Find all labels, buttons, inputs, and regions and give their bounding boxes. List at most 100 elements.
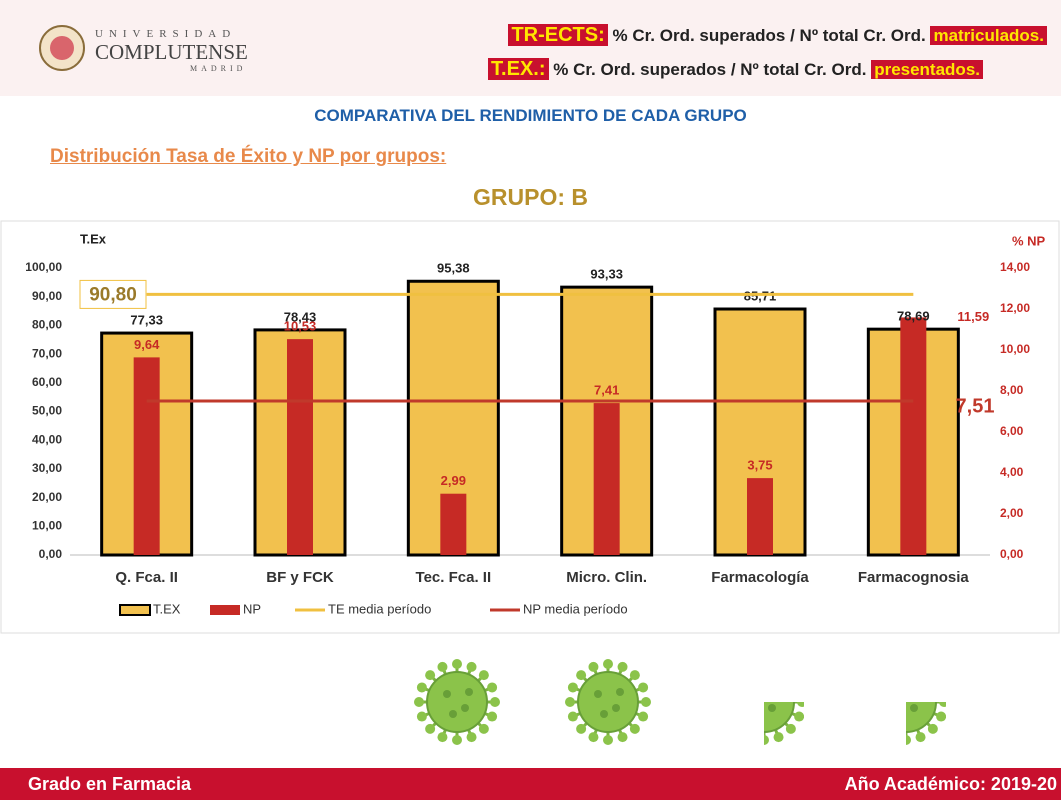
virus-spike-tip <box>874 724 884 734</box>
virus-spike-tip <box>466 732 477 743</box>
virus-spot <box>594 690 602 698</box>
virus-spike-tip <box>863 697 873 707</box>
virus-spike-tip <box>425 723 436 734</box>
logo-top: UNIVERSIDAD <box>95 28 237 40</box>
def-key: TR-ECTS: <box>508 24 608 46</box>
virus-spike-tip <box>617 661 628 672</box>
virus-spike-tip <box>732 724 742 734</box>
reference-label-box <box>79 279 147 309</box>
y-tick-label: 30,00 <box>32 461 62 475</box>
y2-tick-label: 14,00 <box>1000 260 1030 274</box>
virus-spike-tip <box>641 697 651 707</box>
virus-spike-tip <box>452 735 462 745</box>
virus-spike <box>871 687 906 702</box>
value-label: 3,75 <box>747 458 772 473</box>
y-tick-label: 0,00 <box>39 547 63 561</box>
virus-spot <box>772 688 780 696</box>
value-label: 2,99 <box>441 473 466 488</box>
value-label: 9,64 <box>134 337 160 352</box>
legend-label: NP <box>243 601 261 616</box>
virus-spike <box>737 675 764 702</box>
def-text: % Cr. Ord. superados / Nº total Cr. Ord. <box>553 60 867 79</box>
virus-spike-tip <box>414 697 424 707</box>
virus-spike-tip <box>773 732 784 743</box>
virus-spike-tip <box>629 670 640 681</box>
definition: T.EX.: % Cr. Ord. superados / Nº total C… <box>488 58 983 81</box>
value-label: 93,33 <box>590 267 623 282</box>
virus-spike-tip <box>629 723 640 734</box>
virus-spike-tip <box>721 697 731 707</box>
virus-spike <box>906 702 908 703</box>
value-label: 7,41 <box>594 383 619 398</box>
bar <box>747 478 773 555</box>
virus-spot <box>443 690 451 698</box>
bar <box>593 403 620 555</box>
y2-tick-label: 6,00 <box>1000 424 1024 438</box>
x-tick-label: Micro. Clin. <box>566 569 647 586</box>
virus-spot <box>616 688 624 696</box>
bar <box>440 493 467 555</box>
value-label: 78,43 <box>284 309 317 324</box>
virus-spot <box>914 688 922 696</box>
value-label: 77,33 <box>130 313 163 328</box>
virus-spike-tip <box>886 662 896 672</box>
definition: TR-ECTS: % Cr. Ord. superados / Nº total… <box>508 24 1047 47</box>
virus-spike-tip <box>928 670 938 680</box>
virus-spike-tip <box>576 723 587 734</box>
virus-spike <box>764 702 765 704</box>
virus-spike-tip <box>588 732 599 743</box>
virus-spike <box>906 702 910 704</box>
virus-icon <box>414 659 500 745</box>
virus-spike-tip <box>744 732 754 742</box>
y-tick-label: 100,00 <box>25 260 62 274</box>
value-label: 11,59 <box>957 309 989 324</box>
virus-spike <box>764 702 768 704</box>
virus-spike-tip <box>936 711 946 722</box>
virus-spike-tip <box>886 732 896 742</box>
def-key: T.EX.: <box>488 58 549 80</box>
x-tick-label: Q. Fca. II <box>115 569 178 586</box>
virus-spike-tip <box>490 697 500 707</box>
bar <box>133 357 160 555</box>
virus-spike-tip <box>774 662 784 672</box>
virus-spot <box>768 704 776 712</box>
chart: T.Ex % NP 0,00 10,00 20,00 30,00 40,00 50,00 6… <box>0 220 1060 634</box>
virus-spike-tip <box>638 682 649 693</box>
y2-tick-label: 4,00 <box>1000 465 1024 479</box>
virus-spike <box>764 702 767 704</box>
virus-spike-tip <box>617 732 628 743</box>
virus-spike-tip <box>416 682 427 693</box>
virus-spot <box>465 688 473 696</box>
virus-spike-tip <box>437 661 448 672</box>
reference-label: 7,51 <box>956 395 995 417</box>
virus-spot <box>898 710 906 718</box>
virus-spike-tip <box>906 735 911 745</box>
virus-body <box>426 671 488 733</box>
virus-spike <box>906 702 907 704</box>
x-tick-label: Tec. Fca. II <box>416 569 492 586</box>
virus-icon <box>721 662 804 745</box>
virus-spike-tip <box>416 711 427 722</box>
legend-swatch <box>119 604 151 616</box>
virus-body <box>577 671 639 733</box>
virus-spot <box>892 690 900 698</box>
virus-spike <box>891 667 906 702</box>
y-tick-label: 20,00 <box>32 490 62 504</box>
value-label: 10,53 <box>284 319 317 334</box>
virus-spike <box>906 702 909 704</box>
virus-spike <box>879 675 906 702</box>
legend-label: T.EX <box>153 601 181 616</box>
virus-icon <box>863 662 946 745</box>
virus-spike <box>764 702 766 705</box>
virus-spot <box>910 704 918 712</box>
virus-spike-tip <box>603 735 613 745</box>
virus-spot <box>756 710 764 718</box>
virus-spike-tip <box>437 732 448 743</box>
heading: COMPARATIVA DEL RENDIMIENTO DE CADA GRUP… <box>314 106 747 125</box>
footer-right: Año Académico: 2019-20 <box>844 774 1057 794</box>
virus-spike-tip <box>764 735 769 745</box>
reference-label: 90,80 <box>89 284 137 305</box>
virus-spike-tip <box>487 682 498 693</box>
virus-spot <box>600 710 608 718</box>
